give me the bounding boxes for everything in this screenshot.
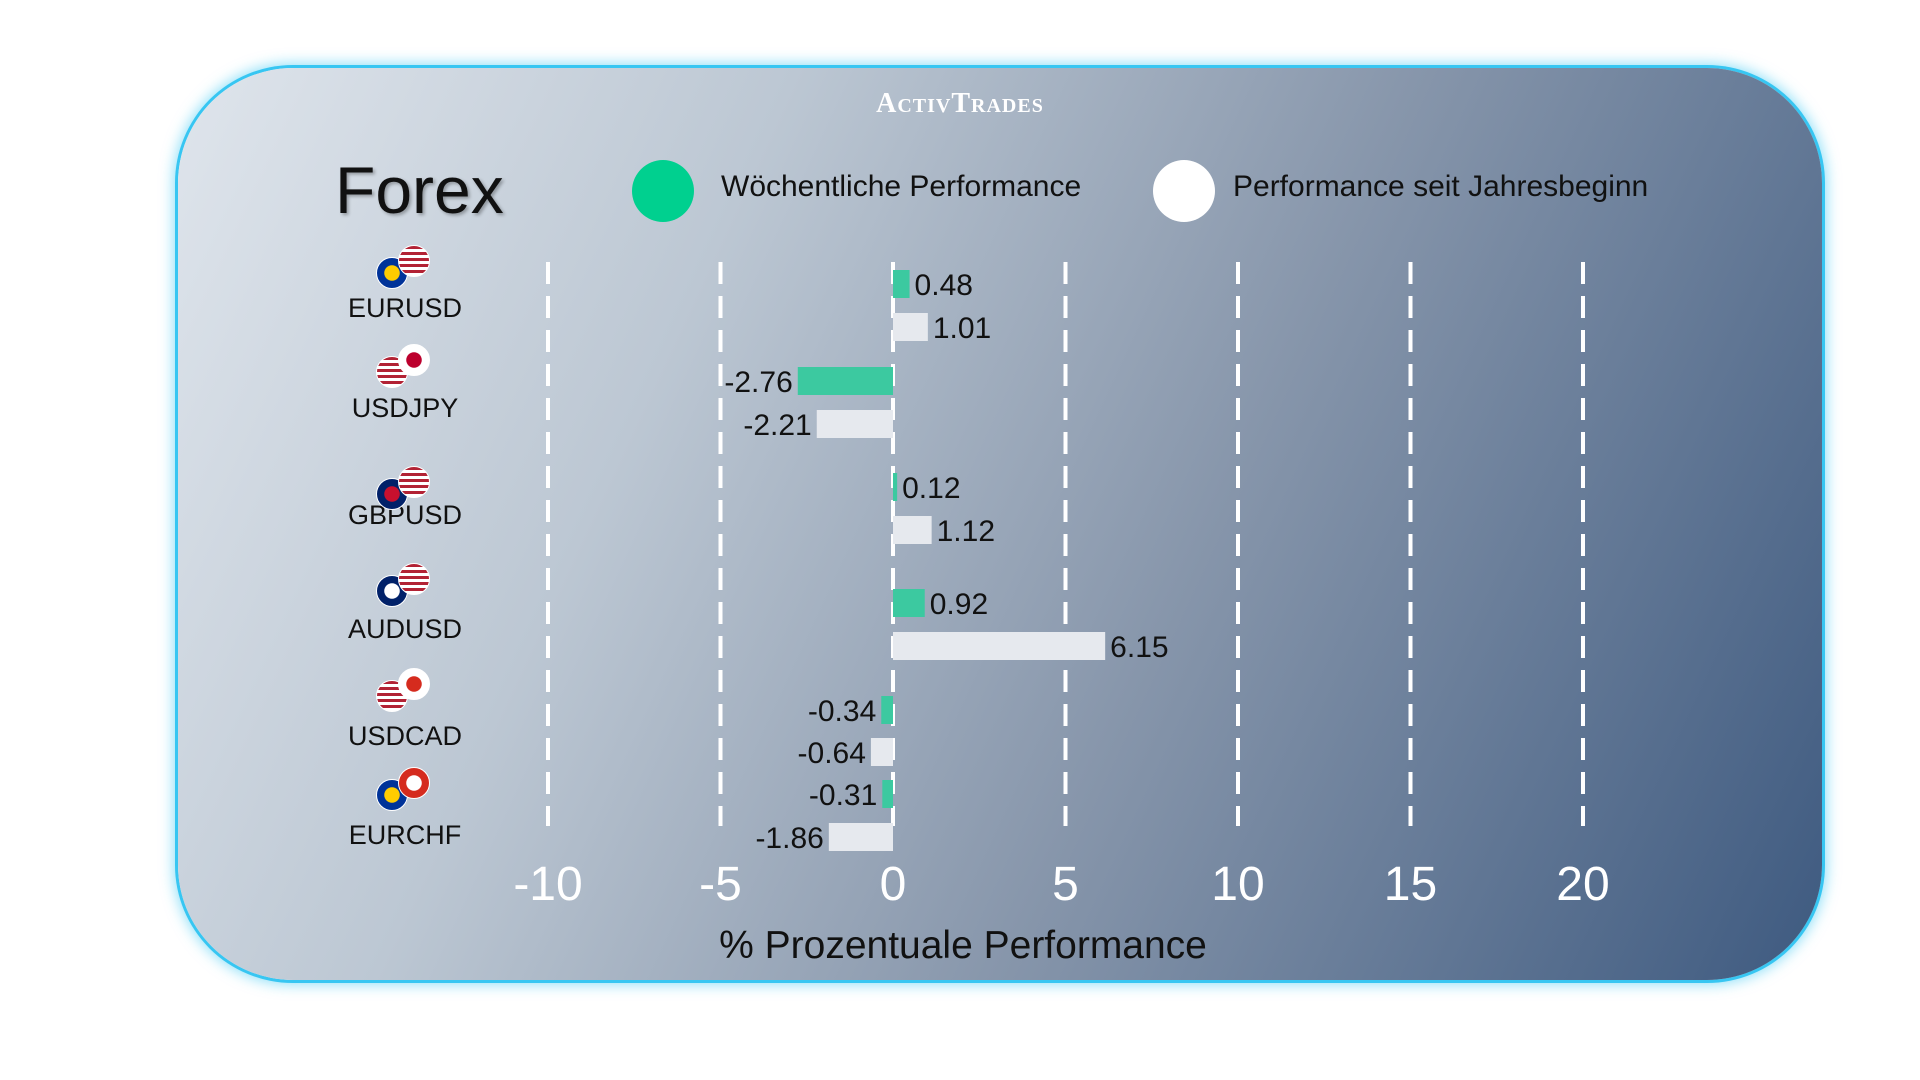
weekly-bar xyxy=(797,367,893,395)
pair-label: USDCAD xyxy=(347,721,462,751)
usdcad-flags-icon xyxy=(376,668,436,714)
legend-weekly-marker xyxy=(632,160,694,222)
x-tick-label: -10 xyxy=(513,858,582,911)
data-label: -0.31 xyxy=(809,779,877,812)
x-tick-label: 10 xyxy=(1211,858,1264,911)
ytd-bar xyxy=(893,632,1106,660)
chart-card xyxy=(178,68,1822,980)
weekly-bar xyxy=(881,696,893,724)
data-label: -0.64 xyxy=(798,737,866,770)
pair-label: GBPUSD xyxy=(347,500,463,530)
legend-ytd-marker xyxy=(1153,160,1215,222)
ytd-bar xyxy=(893,313,928,341)
pair-label: EURUSD xyxy=(347,293,462,323)
gbpusd-flags-icon xyxy=(376,466,436,512)
ytd-bar xyxy=(893,516,932,544)
eurusd-flags-icon xyxy=(376,245,436,291)
activtrades-logo: ActivTrades xyxy=(876,88,1044,119)
x-tick-label: 15 xyxy=(1384,858,1437,911)
data-label: 1.01 xyxy=(933,312,991,345)
data-label: -0.34 xyxy=(808,695,876,728)
weekly-bar xyxy=(882,780,893,808)
x-axis-label: % Prozentuale Performance xyxy=(719,924,1207,967)
pair-label: USDJPY xyxy=(351,393,459,423)
ytd-bar xyxy=(828,823,893,851)
legend-ytd-label: Performance seit Jahresbeginn xyxy=(1233,170,1649,203)
data-label: -2.76 xyxy=(724,366,792,399)
usd-flag-icon xyxy=(398,563,430,595)
pair-label: EURCHF xyxy=(348,820,462,850)
usd-flag-icon xyxy=(398,245,430,277)
weekly-bar xyxy=(893,270,910,298)
data-label: 0.48 xyxy=(915,269,973,302)
jpy-flag-icon xyxy=(398,344,430,376)
x-tick-label: 5 xyxy=(1052,858,1079,911)
usdjpy-flags-icon xyxy=(376,344,436,390)
data-label: 0.12 xyxy=(902,472,960,505)
audusd-flags-icon xyxy=(376,563,436,609)
cad-flag-icon xyxy=(398,668,430,700)
pair-label: AUDUSD xyxy=(347,614,462,644)
x-tick-label: 0 xyxy=(880,858,907,911)
legend-weekly-label: Wöchentliche Performance xyxy=(721,170,1082,203)
data-label: 1.12 xyxy=(937,515,995,548)
usd-flag-icon xyxy=(398,466,430,498)
data-label: -2.21 xyxy=(743,409,811,442)
chf-flag-icon xyxy=(398,767,430,799)
weekly-bar xyxy=(893,589,925,617)
data-label: 0.92 xyxy=(930,588,988,621)
data-label: 6.15 xyxy=(1110,631,1168,664)
ytd-bar xyxy=(816,410,893,438)
ytd-bar xyxy=(870,738,893,766)
x-tick-label: 20 xyxy=(1556,858,1609,911)
chart-title: Forex xyxy=(335,153,504,227)
weekly-bar xyxy=(893,473,898,501)
x-tick-label: -5 xyxy=(699,858,742,911)
eurchf-flags-icon xyxy=(376,767,436,813)
data-label: -1.86 xyxy=(755,822,823,855)
